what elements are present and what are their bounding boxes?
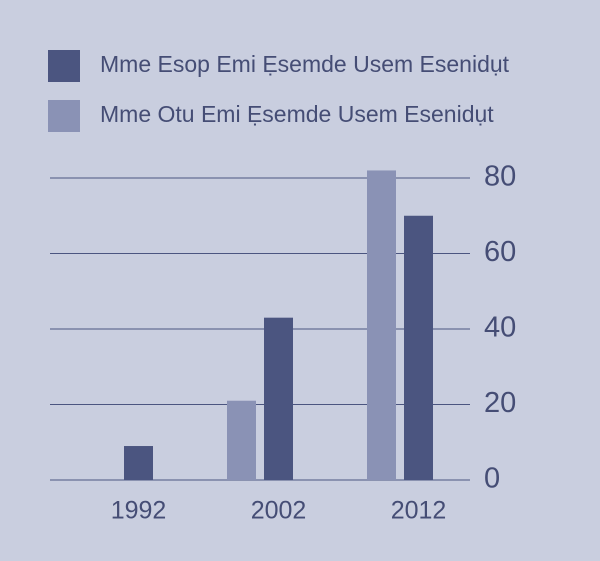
- bar: [227, 400, 256, 480]
- x-tick-label: 2012: [391, 497, 447, 525]
- legend-label: Mme Esop Emi Ẹsemde Usem Esenidụt: [100, 51, 510, 77]
- bar: [367, 170, 396, 480]
- legend-label: Mme Otu Emi Ẹsemde Usem Esenidụt: [100, 101, 494, 127]
- legend-swatch: [48, 50, 80, 82]
- y-tick-label: 0: [484, 463, 500, 495]
- y-tick-label: 20: [484, 387, 516, 419]
- legend-swatch: [48, 100, 80, 132]
- x-tick-label: 2002: [251, 497, 307, 525]
- bar: [404, 215, 433, 480]
- y-tick-label: 60: [484, 236, 516, 268]
- bar: [264, 317, 293, 480]
- bar: [124, 446, 153, 480]
- y-tick-label: 40: [484, 312, 516, 344]
- y-tick-label: 80: [484, 161, 516, 193]
- x-tick-label: 1992: [111, 497, 167, 525]
